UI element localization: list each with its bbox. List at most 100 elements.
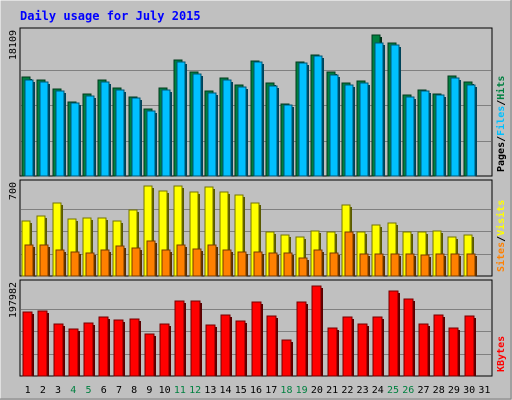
bar-kbytes	[98, 316, 109, 377]
bar-sites	[237, 251, 247, 277]
x-tick-label: 29	[448, 385, 460, 396]
bar-sites	[344, 231, 354, 277]
bar-files	[207, 92, 217, 177]
bar-kbytes	[296, 301, 307, 377]
bar-sites	[55, 249, 65, 277]
legend-entry: /	[496, 100, 507, 106]
bar-kbytes	[113, 319, 124, 377]
x-tick-label: 21	[326, 385, 338, 396]
legend-entry: KBytes	[496, 336, 507, 372]
bar-files	[70, 102, 80, 177]
x-tick-label: 10	[159, 385, 171, 396]
bar-kbytes	[220, 314, 231, 377]
x-tick-label: 17	[265, 385, 277, 396]
legend-entry: Pages	[496, 142, 507, 172]
bar-kbytes	[83, 322, 94, 377]
legend-entry: /	[496, 236, 507, 242]
bar-files	[450, 77, 460, 177]
x-tick-label: 3	[55, 385, 61, 396]
bar-sites	[466, 253, 476, 277]
bar-sites	[253, 251, 263, 277]
x-tick-label: 13	[204, 385, 216, 396]
bar-files	[100, 81, 110, 177]
bar-kbytes	[190, 300, 201, 377]
x-tick-label: 9	[146, 385, 152, 396]
panel-kbytes: 197982 KBytes	[8, 279, 507, 377]
x-tick-label: 4	[70, 385, 76, 396]
bar-sites	[176, 244, 186, 277]
chart-title: Daily usage for July 2015	[20, 9, 201, 23]
bar-files	[39, 81, 49, 177]
x-tick-label: 15	[235, 385, 247, 396]
bar-kbytes	[251, 301, 262, 377]
bar-files	[390, 44, 400, 177]
bar-sites	[161, 249, 171, 277]
legend-kbytes: KBytes	[496, 336, 507, 372]
x-tick-label: 18	[280, 385, 292, 396]
bar-kbytes	[129, 318, 140, 377]
bar-kbytes	[388, 290, 399, 377]
bar-files	[405, 96, 415, 177]
x-tick-label: 25	[387, 385, 399, 396]
bar-files	[313, 55, 323, 177]
bar-files	[237, 86, 247, 177]
panel-visits-sites: 700 Sites/Visits	[8, 179, 507, 277]
x-tick-label: 28	[433, 385, 445, 396]
bar-files	[115, 89, 125, 177]
x-tick-label: 26	[402, 385, 414, 396]
bar-files	[131, 97, 141, 177]
x-tick-label: 19	[296, 385, 308, 396]
bar-sites	[359, 253, 369, 277]
bar-kbytes	[464, 315, 475, 377]
bar-files	[329, 74, 339, 177]
legend-entry: Files	[495, 106, 507, 136]
x-tick-label: 16	[250, 385, 262, 396]
bar-files	[192, 73, 202, 177]
bar-sites	[115, 245, 125, 277]
bar-sites	[39, 244, 49, 277]
y-max-label-hits-files-pages: 18109	[8, 30, 19, 60]
bar-files	[161, 89, 171, 177]
legend-entry: Sites	[495, 242, 507, 272]
bar-kbytes	[372, 316, 383, 377]
bar-files	[435, 94, 445, 177]
bar-kbytes	[433, 314, 444, 377]
bar-files	[55, 90, 65, 177]
bar-kbytes	[205, 324, 216, 377]
bar-sites	[100, 249, 110, 277]
bar-kbytes	[403, 298, 414, 377]
bar-files	[222, 79, 232, 177]
bar-files	[374, 42, 384, 177]
bar-sites	[390, 253, 400, 277]
bar-kbytes	[342, 316, 353, 377]
bar-kbytes	[144, 333, 155, 377]
bar-sites	[70, 251, 80, 277]
bar-sites	[222, 249, 232, 277]
bar-files	[85, 95, 95, 177]
x-tick-label: 11	[174, 385, 186, 396]
x-tick-label: 14	[220, 385, 232, 396]
bar-kbytes	[235, 320, 246, 377]
x-tick-label: 27	[417, 385, 429, 396]
legend-entry: /	[496, 136, 507, 142]
bar-files	[268, 85, 278, 177]
bar-files	[344, 84, 354, 177]
x-tick-label: 2	[40, 385, 46, 396]
bar-sites	[131, 247, 141, 277]
bar-kbytes	[311, 285, 322, 377]
bar-files	[359, 82, 369, 177]
bar-files	[420, 90, 430, 177]
y-max-label-visits-sites: 700	[8, 182, 19, 200]
bar-sites	[24, 244, 34, 277]
bar-files	[253, 61, 263, 177]
bar-kbytes	[327, 327, 338, 377]
x-tick-label: 7	[116, 385, 122, 396]
bar-sites	[283, 252, 293, 277]
legend-visits-sites: Sites/Visits	[495, 200, 507, 272]
bar-kbytes	[53, 323, 64, 377]
bar-sites	[420, 254, 430, 277]
y-max-label-kbytes: 197982	[8, 282, 19, 318]
x-axis-labels: 1 2 3 4 5 6 7 8 9 10 11 12 13 14 15 16 17 18 19 20 21 22 23 24 2…	[25, 385, 491, 396]
